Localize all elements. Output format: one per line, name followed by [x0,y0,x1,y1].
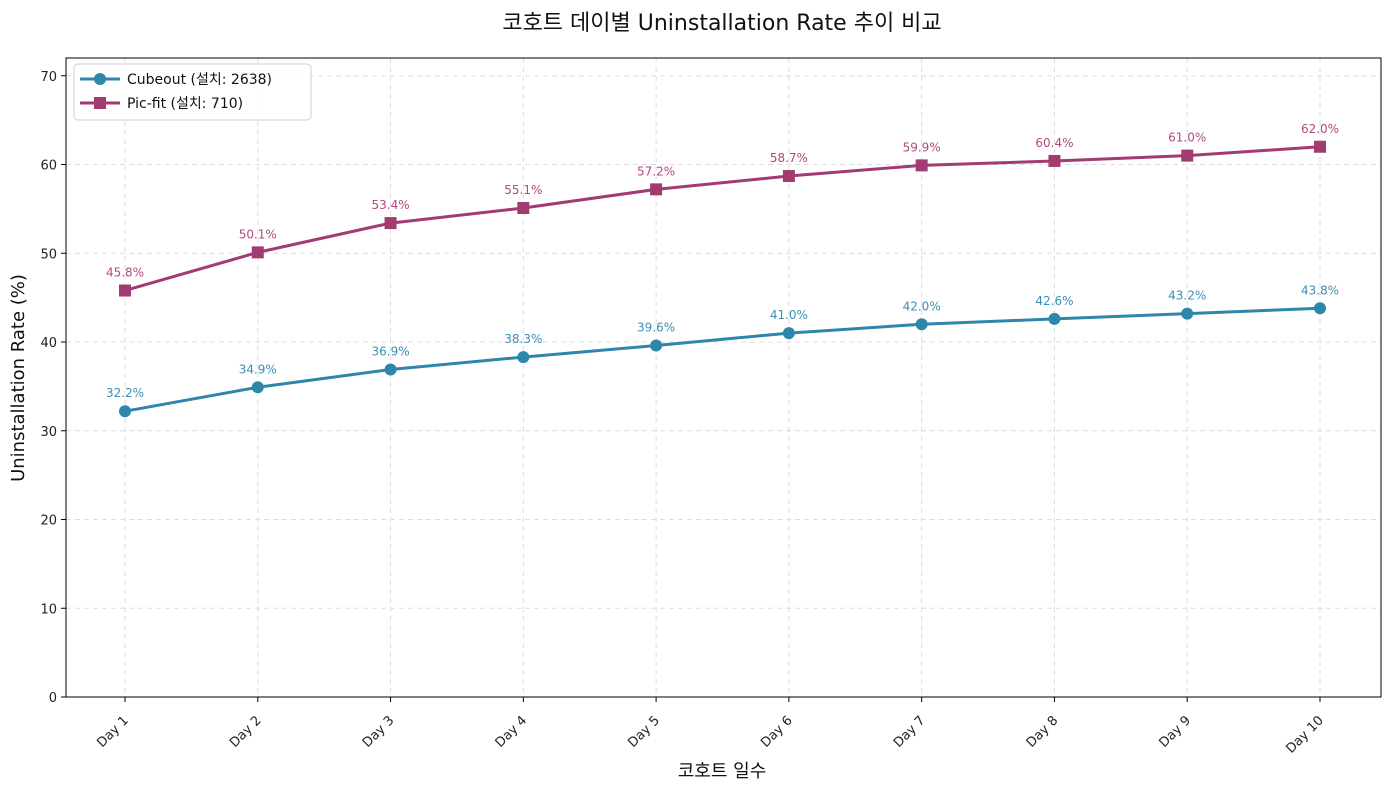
data-label-picfit: 57.2% [637,164,675,178]
data-label-cubeout: 39.6% [637,321,675,335]
data-point-cubeout [119,405,131,418]
data-label-cubeout: 43.8% [1301,283,1339,297]
legend: Cubeout (설치: 2638) Pic-fit (설치: 710) [73,63,312,121]
y-tick-label: 10 [40,602,57,617]
legend-marker-cubeout [94,73,106,85]
data-label-cubeout: 38.3% [504,332,542,346]
x-tick-label: Day 5 [625,713,663,751]
plot-frame [65,57,1382,698]
y-tick-label: 40 [40,336,57,351]
data-point-cubeout [251,381,264,394]
x-tick-label: Day 2 [227,713,265,751]
x-tick-label: Day 9 [1157,713,1195,751]
series-layer: 32.2% 34.9% 36.9% 38.3% 39.6% 41.0% 42.0% 42.6%… [106,122,1339,418]
data-point-picfit [782,170,795,183]
x-tick-label: Day 3 [360,713,398,751]
y-tick-label: 0 [49,691,57,706]
y-tick-label: 70 [40,70,57,85]
data-label-picfit: 55.1% [504,183,542,197]
data-label-picfit: 53.4% [371,198,409,212]
data-point-picfit [650,183,663,196]
data-label-cubeout: 34.9% [239,362,277,376]
data-point-picfit [1181,149,1194,162]
data-point-cubeout [650,339,663,352]
y-tick-label: 60 [40,159,57,174]
data-point-cubeout [1181,307,1194,320]
data-point-cubeout [517,351,530,364]
data-label-picfit: 45.8% [106,266,144,280]
y-tick-label: 50 [40,247,57,262]
data-label-cubeout: 32.2% [106,386,144,400]
data-point-picfit [1048,154,1061,167]
legend-label-picfit: Pic-fit (설치: 710) [127,96,243,112]
data-label-cubeout: 43.2% [1168,289,1206,303]
data-point-picfit [119,284,131,297]
x-tick-label: Day 8 [1024,713,1062,751]
x-axis-label: 코호트 일수 [678,761,767,782]
data-point-cubeout [384,363,397,376]
y-axis-ticks: 0 10 20 30 40 50 60 70 [40,70,66,706]
x-tick-label: Day 6 [758,713,796,751]
data-label-cubeout: 36.9% [371,345,409,359]
y-tick-label: 20 [40,514,57,529]
data-point-picfit [915,159,928,172]
x-tick-label: Day 10 [1283,713,1326,756]
data-point-cubeout [915,318,928,331]
y-tick-label: 30 [40,425,57,440]
data-point-picfit [384,217,397,230]
y-axis-label: Uninstallation Rate (%) [8,274,29,482]
data-label-cubeout: 42.6% [1035,294,1073,308]
data-point-cubeout [1048,312,1061,325]
data-label-picfit: 61.0% [1168,131,1206,145]
data-point-cubeout [1314,302,1326,315]
data-label-picfit: 58.7% [770,151,808,165]
data-label-cubeout: 41.0% [770,308,808,322]
data-label-picfit: 60.4% [1035,136,1073,150]
legend-box [73,63,312,121]
data-label-picfit: 50.1% [239,227,277,241]
legend-marker-picfit [94,97,106,109]
legend-label-cubeout: Cubeout (설치: 2638) [127,72,272,88]
x-tick-label: Day 1 [94,713,132,751]
data-point-picfit [1314,140,1326,153]
series-line-picfit [124,145,1321,292]
data-label-picfit: 62.0% [1301,122,1339,136]
chart-title: 코호트 데이별 Uninstallation Rate 추이 비교 [502,11,941,36]
grid-lines [66,58,1381,698]
series-line-cubeout [124,306,1321,413]
x-axis-ticks: Day 1 Day 2 Day 3 Day 4 Day 5 Day 6 Day 7 Day 8… [94,697,1327,757]
data-label-picfit: 59.9% [903,140,941,154]
data-point-picfit [517,201,530,214]
data-point-picfit [251,246,264,259]
data-label-cubeout: 42.0% [903,299,941,313]
data-point-cubeout [782,327,795,340]
x-tick-label: Day 7 [891,713,929,751]
x-tick-label: Day 4 [493,713,531,751]
